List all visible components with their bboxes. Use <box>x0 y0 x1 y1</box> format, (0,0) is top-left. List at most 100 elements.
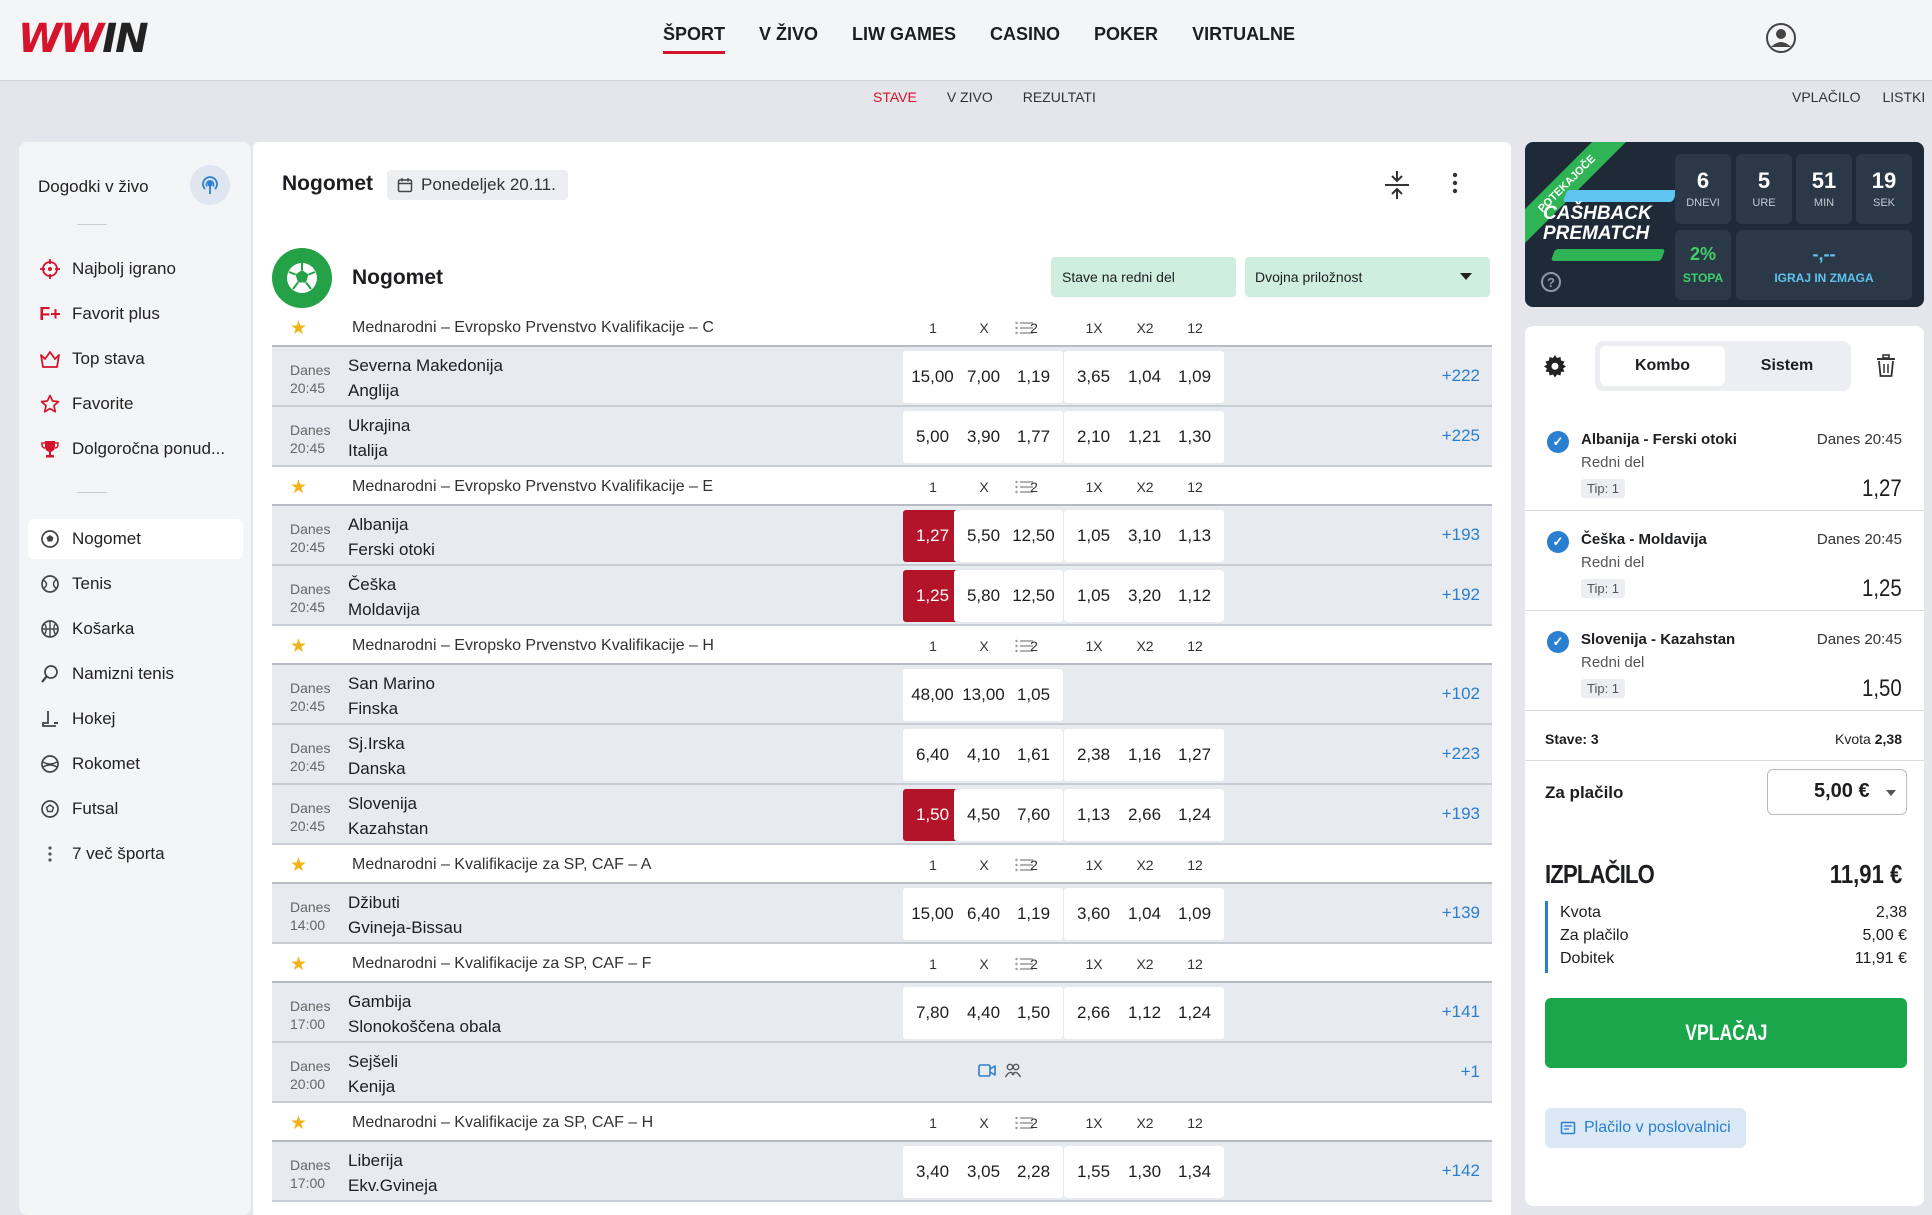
subnav-vplacilo[interactable]: VPLAČILO <box>1792 89 1861 105</box>
odd-button[interactable]: 3,90 <box>954 411 1013 463</box>
sidebar-item-favorit-plus[interactable]: F+ Favorit plus <box>28 294 243 334</box>
odd-button[interactable]: 1,16 <box>1115 729 1174 781</box>
odd-button[interactable]: 15,00 <box>903 888 962 940</box>
odd-button[interactable]: 5,00 <box>903 411 962 463</box>
match-teams[interactable]: Ukrajina Italija <box>348 416 411 460</box>
odd-button[interactable]: 2,66 <box>1064 987 1123 1039</box>
favorite-star-icon[interactable]: ★ <box>290 477 308 498</box>
odd-button[interactable]: 4,50 <box>954 789 1013 841</box>
odd-button[interactable]: 3,65 <box>1064 351 1123 403</box>
odd-button[interactable]: 1,30 <box>1165 411 1224 463</box>
nav-sport[interactable]: ŠPORT <box>663 24 726 54</box>
nav-liw-games[interactable]: LIW GAMES <box>852 24 957 44</box>
match-row[interactable]: Danes 20:45 Ukrajina Italija 5,00 3,90 1,77 2,1… <box>272 407 1492 467</box>
match-teams[interactable]: Džibuti Gvineja-Bissau <box>348 893 463 937</box>
odd-button[interactable]: 13,00 <box>954 669 1013 721</box>
match-teams[interactable]: Severna Makedonija Anglija <box>348 356 503 400</box>
match-row[interactable]: Danes20:45ČeškaMoldavijaF+1,255,8012,501… <box>272 566 1492 626</box>
league-name[interactable]: Mednarodni – Kvalifikacije za SP, CAF – … <box>352 856 652 873</box>
pay-at-shop-button[interactable]: Plačilo v poslovalnici <box>1545 1108 1746 1148</box>
odd-button[interactable]: 3,20 <box>1115 570 1174 622</box>
odd-button[interactable]: 1,25 <box>903 570 962 622</box>
live-broadcast-icon[interactable] <box>190 165 230 205</box>
sidebar-item-kosarka[interactable]: Košarka <box>28 609 243 649</box>
more-markets-link[interactable]: +223 <box>1441 744 1480 763</box>
league-name[interactable]: Mednarodni – Kvalifikacije za SP, CAF – … <box>352 1114 654 1131</box>
odd-button[interactable]: 1,24 <box>1165 987 1224 1039</box>
odd-button[interactable]: 1,13 <box>1165 510 1224 562</box>
league-name[interactable]: Mednarodni – Evropsko Prvenstvo Kvalifik… <box>352 319 714 336</box>
nav-v-zivo[interactable]: V ŽIVO <box>759 24 819 44</box>
match-teams[interactable]: Liberija Ekv.Gvineja <box>348 1151 438 1195</box>
odd-button[interactable]: 1,21 <box>1115 411 1174 463</box>
match-row[interactable]: Danes 20:45 San Marino Finska 48,00 13,00 1,05… <box>272 665 1492 725</box>
match-row[interactable]: Danes 17:00 Gambija Slonokoščena obala 7,80 4… <box>272 983 1492 1043</box>
subnav-listki[interactable]: LISTKI <box>1882 89 1926 105</box>
more-markets-link[interactable]: +193 <box>1441 804 1480 823</box>
sidebar-item-dolgorocna-ponudba[interactable]: Dolgoročna ponud... <box>28 429 243 469</box>
odd-button[interactable]: 12,50 <box>1004 570 1063 622</box>
odd-button[interactable]: 6,40 <box>903 729 962 781</box>
more-markets-link[interactable]: +142 <box>1441 1161 1480 1180</box>
odd-button[interactable]: 1,61 <box>1004 729 1063 781</box>
odd-button[interactable]: 1,05 <box>1064 510 1123 562</box>
more-markets-link[interactable]: +139 <box>1441 903 1480 922</box>
sidebar-item-futsal[interactable]: Futsal <box>28 789 243 829</box>
odd-button[interactable]: 1,19 <box>1004 351 1063 403</box>
subnav-v-zivo[interactable]: V ZIVO <box>946 89 993 105</box>
date-filter-chip[interactable]: Ponedeljek 20.11. <box>387 170 568 200</box>
market-select-dvojna[interactable]: Dvojna priložnost <box>1245 257 1490 297</box>
odd-button[interactable]: 1,55 <box>1064 1146 1123 1198</box>
odd-button[interactable]: 1,77 <box>1004 411 1063 463</box>
odd-button[interactable]: 3,10 <box>1115 510 1174 562</box>
favorite-star-icon[interactable]: ★ <box>290 1113 308 1134</box>
place-bet-button[interactable]: VPLAČAJ <box>1545 998 1907 1068</box>
odd-button[interactable]: 1,27 <box>903 510 962 562</box>
match-teams[interactable]: Sj.Irska Danska <box>348 734 406 778</box>
league-name[interactable]: Mednarodni – Evropsko Prvenstvo Kvalifik… <box>352 637 714 654</box>
more-markets-link[interactable]: +193 <box>1441 525 1480 544</box>
odd-button[interactable]: 48,00 <box>903 669 962 721</box>
nav-casino[interactable]: CASINO <box>990 24 1061 44</box>
league-name[interactable]: Mednarodni – Kvalifikacije za SP, CAF – … <box>352 955 652 972</box>
odd-button[interactable]: 3,05 <box>954 1146 1013 1198</box>
odd-button[interactable]: 1,50 <box>903 789 962 841</box>
check-icon[interactable]: ✓ <box>1547 631 1569 653</box>
more-markets-link[interactable]: +225 <box>1441 426 1480 445</box>
subnav-rezultati[interactable]: REZULTATI <box>1022 89 1096 105</box>
match-row[interactable]: Danes20:45SlovenijaKazahstanF+1,504,507,… <box>272 785 1492 845</box>
match-row[interactable]: Danes 20:00 Sejšeli Kenija +1 <box>272 1043 1492 1103</box>
odd-button[interactable]: 4,10 <box>954 729 1013 781</box>
sidebar-item-top-stava[interactable]: Top stava <box>28 339 243 379</box>
odd-button[interactable]: 1,19 <box>1004 888 1063 940</box>
more-markets-link[interactable]: +1 <box>1460 1062 1480 1081</box>
odd-button[interactable]: 12,50 <box>1004 510 1063 562</box>
trash-icon[interactable] <box>1875 354 1897 378</box>
odd-button[interactable]: 5,50 <box>954 510 1013 562</box>
bet-item[interactable]: ✓ Albanija - Ferski otoki Danes 20:45 Re… <box>1525 411 1924 511</box>
odd-button[interactable]: 2,38 <box>1064 729 1123 781</box>
odd-button[interactable]: 5,80 <box>954 570 1013 622</box>
odd-button[interactable]: 3,60 <box>1064 888 1123 940</box>
check-icon[interactable]: ✓ <box>1547 431 1569 453</box>
match-teams[interactable]: Albanija Ferski otoki <box>348 515 435 559</box>
nav-poker[interactable]: POKER <box>1094 24 1159 44</box>
sidebar-item-hokej[interactable]: Hokej <box>28 699 243 739</box>
more-markets-link[interactable]: +222 <box>1441 366 1480 385</box>
live-events-row[interactable]: Dogodki v živo <box>38 165 236 205</box>
odd-button[interactable]: 7,80 <box>903 987 962 1039</box>
odd-button[interactable]: 2,28 <box>1004 1146 1063 1198</box>
stake-input[interactable]: 5,00 € <box>1767 769 1907 815</box>
odd-button[interactable]: 1,04 <box>1115 351 1174 403</box>
sidebar-item-namizni-tenis[interactable]: Namizni tenis <box>28 654 243 694</box>
match-row[interactable]: Danes 20:45 Sj.Irska Danska 6,40 4,10 1,61 2,38… <box>272 725 1492 785</box>
sidebar-item-rokomet[interactable]: Rokomet <box>28 744 243 784</box>
sidebar-item-tenis[interactable]: Tenis <box>28 564 243 604</box>
favorite-star-icon[interactable]: ★ <box>290 954 308 975</box>
odd-button[interactable]: 1,12 <box>1165 570 1224 622</box>
more-options-icon[interactable] <box>1451 172 1459 194</box>
sidebar-item-nogomet[interactable]: Nogomet <box>28 519 243 559</box>
check-icon[interactable]: ✓ <box>1547 531 1569 553</box>
favorite-star-icon[interactable]: ★ <box>290 855 308 876</box>
